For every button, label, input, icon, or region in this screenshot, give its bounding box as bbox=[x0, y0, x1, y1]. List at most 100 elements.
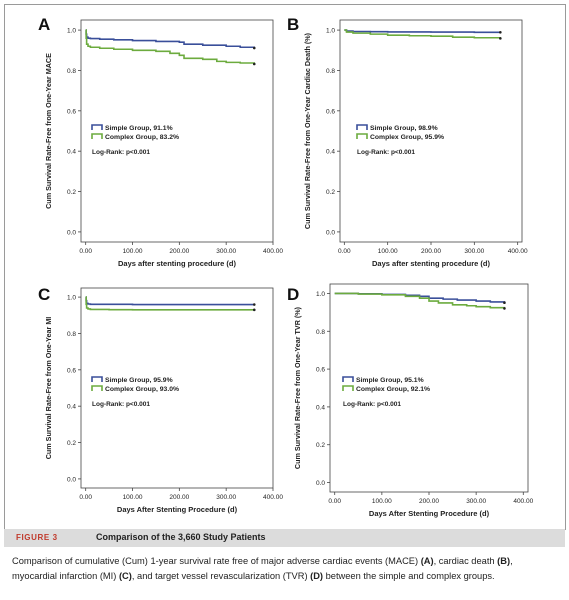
panel-c-complex-endpoint bbox=[252, 308, 256, 312]
panel-d-simple-endpoint bbox=[503, 301, 506, 305]
panel-c-letter: C bbox=[38, 285, 50, 304]
panel-c-x-tick-label: 300.00 bbox=[216, 494, 236, 501]
panel-b-simple-endpoint bbox=[499, 31, 502, 34]
panel-b-legend-simple-swatch bbox=[356, 124, 368, 130]
panel-d-x-axis-label: Days After Stenting Procedure (d) bbox=[369, 509, 490, 518]
panel-a-legend-complex-swatch bbox=[91, 133, 103, 139]
panel-c-simple-endpoint bbox=[252, 303, 256, 306]
panel-c-plot-area bbox=[80, 287, 274, 489]
panel-c-y-axis-label: Cum Survival Rate-Free from One-Year MI bbox=[44, 317, 53, 460]
panel-d-y-axis-label: Cum Survival Rate-Free from One-Year TVR… bbox=[293, 306, 302, 469]
panel-b: B 0.0 0.2 0.4 0.6 0.8 1.0 0.00 100.00 200.00 300.0… bbox=[287, 15, 528, 268]
panel-d-y-tick-label: 0.4 bbox=[316, 404, 325, 411]
panel-c: C 0.0 0.2 0.4 0.6 0.8 1.0 0.00 100.00 200.00 300.0… bbox=[38, 285, 283, 514]
panel-c-y-tick-label: 0.4 bbox=[67, 404, 76, 411]
panel-c-y-tick-label: 0.2 bbox=[67, 440, 76, 447]
panel-d-y-tick-label: 0.0 bbox=[316, 480, 325, 487]
panel-b-complex-curve bbox=[344, 29, 502, 39]
panel-c-simple-curve bbox=[85, 296, 255, 306]
panel-d-legend-complex-swatch bbox=[342, 385, 354, 391]
figure-frame bbox=[4, 4, 566, 530]
panel-b-y-tick-label: 1.0 bbox=[326, 28, 335, 35]
panel-a-plot-area bbox=[80, 19, 274, 243]
caption-text-4: , and target vessel revascularization (T… bbox=[131, 571, 311, 581]
panel-a-y-axis-label: Cum Survival Rate-Free from One-Year MAC… bbox=[44, 53, 53, 209]
panel-d-letter: D bbox=[287, 285, 299, 304]
panel-c-y-tick-label: 0.6 bbox=[67, 367, 76, 374]
panel-a-x-tick-label: 200.00 bbox=[169, 248, 189, 255]
panel-c-logrank-label: Log-Rank: p<0.001 bbox=[92, 401, 150, 408]
panel-b-x-tick-label: 0.00 bbox=[338, 248, 351, 255]
panel-b-x-tick-label: 100.00 bbox=[378, 248, 398, 255]
caption-panel-d-ref: (D) bbox=[310, 571, 324, 581]
panel-c-y-tick-label: 0.0 bbox=[67, 476, 76, 483]
panel-d-x-tick-label: 100.00 bbox=[372, 498, 392, 505]
panel-d-legend-complex-label: Complex Group, 92.1% bbox=[356, 386, 430, 393]
panel-b-simple-curve bbox=[344, 29, 501, 34]
panel-a: A 0.0 0.2 0.4 0.6 0.8 1.0 0.00 100.00 200.00 300.0… bbox=[38, 15, 283, 268]
panel-c-legend-simple-swatch bbox=[91, 376, 103, 382]
panel-a-y-tick-label: 0.0 bbox=[67, 229, 76, 236]
panel-c-legend-complex-swatch bbox=[91, 385, 103, 391]
caption-text-1: Comparison of cumulative (Cum) 1-year su… bbox=[12, 556, 421, 566]
panel-c-x-tick-label: 400.00 bbox=[263, 494, 283, 501]
panel-d: D 0.0 0.2 0.4 0.6 0.8 1.0 0.00 100.00 200.00 300.0… bbox=[287, 283, 534, 518]
panel-c-x-tick-label: 200.00 bbox=[169, 494, 189, 501]
panel-d-x-tick-label: 400.00 bbox=[513, 498, 533, 505]
panel-a-x-tick-label: 400.00 bbox=[263, 248, 283, 255]
panel-d-y-tick-label: 0.6 bbox=[316, 367, 325, 374]
caption-text-5: between the simple and complex groups. bbox=[323, 571, 495, 581]
panel-d-complex-endpoint bbox=[503, 307, 506, 310]
panel-b-complex-endpoint bbox=[499, 37, 502, 40]
panel-c-x-tick-label: 100.00 bbox=[123, 494, 143, 501]
panel-a-logrank-label: Log-Rank: p<0.001 bbox=[92, 149, 150, 156]
caption-panel-b-ref: (B) bbox=[497, 556, 511, 566]
panel-b-x-tick-label: 200.00 bbox=[421, 248, 441, 255]
panel-a-x-tick-label: 0.00 bbox=[79, 248, 92, 255]
panel-a-simple-endpoint bbox=[252, 46, 256, 50]
panel-a-complex-curve bbox=[85, 29, 256, 64]
panel-b-y-axis-label: Cum Survival Rate-Free from One-Year Car… bbox=[303, 32, 312, 229]
panel-b-y-tick-label: 0.2 bbox=[326, 189, 335, 196]
panel-a-y-tick-label: 0.4 bbox=[67, 149, 76, 156]
panel-a-simple-curve bbox=[85, 29, 256, 49]
panel-d-y-tick-label: 0.2 bbox=[316, 442, 325, 449]
kaplan-meier-panels: A 0.0 0.2 0.4 0.6 0.8 1.0 0.00 100.00 200.00 300.0… bbox=[38, 15, 534, 518]
panel-b-y-tick-label: 0.6 bbox=[326, 108, 335, 115]
panel-b-x-axis-label: Days after stenting procedure (d) bbox=[372, 259, 490, 268]
panel-d-y-tick-label: 0.8 bbox=[316, 329, 325, 336]
panel-a-y-tick-label: 0.8 bbox=[67, 68, 76, 75]
panel-a-x-tick-label: 300.00 bbox=[216, 248, 236, 255]
panel-b-letter: B bbox=[287, 15, 299, 34]
panel-b-y-tick-label: 0.4 bbox=[326, 149, 335, 156]
panel-c-y-tick-label: 1.0 bbox=[67, 295, 76, 302]
panel-c-y-tick-label: 0.8 bbox=[67, 331, 76, 338]
caption-text-2: , cardiac death bbox=[433, 556, 498, 566]
panel-b-logrank-label: Log-Rank: p<0.001 bbox=[357, 149, 415, 156]
panel-b-y-tick-label: 0.0 bbox=[326, 229, 335, 236]
panel-b-legend-complex-swatch bbox=[356, 133, 368, 139]
panel-a-letter: A bbox=[38, 15, 50, 34]
panel-a-y-tick-label: 0.6 bbox=[67, 108, 76, 115]
panel-c-legend-complex-label: Complex Group, 93.0% bbox=[105, 386, 179, 393]
panel-a-y-tick-label: 1.0 bbox=[67, 28, 76, 35]
panel-d-legend-simple-swatch bbox=[342, 376, 354, 382]
panel-b-x-tick-label: 300.00 bbox=[464, 248, 484, 255]
panel-a-complex-endpoint bbox=[252, 62, 256, 66]
panel-a-x-tick-label: 100.00 bbox=[123, 248, 143, 255]
panel-d-x-tick-label: 300.00 bbox=[466, 498, 486, 505]
panel-a-legend-simple-label: Simple Group, 91.1% bbox=[105, 125, 173, 132]
panel-d-y-tick-label: 1.0 bbox=[316, 291, 325, 298]
figure-title: Comparison of the 3,660 Study Patients bbox=[96, 532, 266, 542]
panel-a-y-tick-label: 0.2 bbox=[67, 189, 76, 196]
panel-a-legend-complex-label: Complex Group, 83.2% bbox=[105, 134, 179, 141]
caption-text-3: , myocardial infarction (MI) bbox=[12, 556, 513, 581]
panel-c-legend-simple-label: Simple Group, 95.9% bbox=[105, 377, 173, 384]
panel-d-logrank-label: Log-Rank: p<0.001 bbox=[343, 401, 401, 408]
panel-c-x-axis-label: Days After Stenting Procedure (d) bbox=[117, 505, 238, 514]
panel-d-legend-simple-label: Simple Group, 95.1% bbox=[356, 377, 424, 384]
panel-d-x-tick-label: 200.00 bbox=[419, 498, 439, 505]
panel-d-complex-curve bbox=[334, 292, 506, 309]
panel-c-x-tick-label: 0.00 bbox=[79, 494, 92, 501]
